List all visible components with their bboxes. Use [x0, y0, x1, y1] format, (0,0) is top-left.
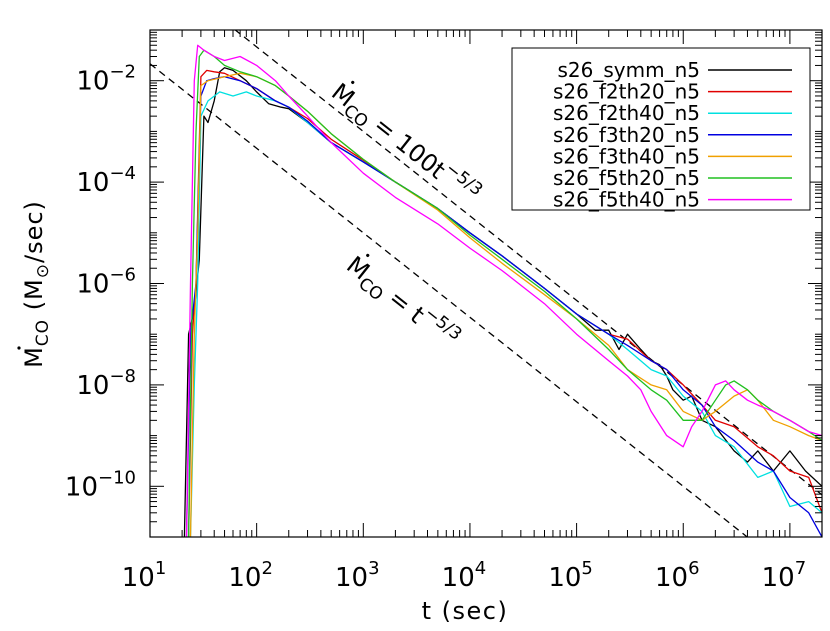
svg-text:MCO = 100t−5/3: MCO = 100t−5/3: [323, 74, 486, 214]
ref-100-label-dot: [351, 80, 355, 84]
x-tick-label: 107: [762, 558, 807, 593]
legend-label: s26_symm_n5: [558, 58, 701, 82]
svg-text:MCO (M⊙/sec): MCO (M⊙/sec): [20, 200, 53, 368]
x-tick-label: 105: [548, 558, 593, 593]
x-tick-label: 103: [335, 558, 380, 593]
legend-label: s26_f3th40_n5: [553, 144, 700, 168]
x-axis-label: t (sec): [422, 597, 509, 625]
legend-label: s26_f2th20_n5: [553, 80, 700, 104]
ref-1-line: [150, 63, 749, 537]
legend-label: s26_f3th20_n5: [553, 123, 700, 147]
y-axis-label-dot: [17, 346, 21, 350]
x-tick-label: 106: [655, 558, 700, 593]
ref-1-label: MCO = t−5/3: [338, 247, 465, 359]
x-tick-label: 104: [442, 558, 487, 593]
y-tick-label: 10−6: [76, 265, 136, 300]
x-tick-label: 102: [228, 558, 273, 593]
legend-label: s26_f2th40_n5: [553, 101, 700, 125]
y-tick-label: 10−4: [76, 163, 136, 198]
x-tick-label: 101: [122, 558, 167, 593]
legend-box: [511, 47, 811, 211]
series-line-s26_f5th20_n5: [187, 49, 822, 537]
legend-label: s26_f5th40_n5: [553, 188, 700, 212]
y-tick-label: 10−10: [65, 467, 136, 502]
y-tick-label: 10−2: [76, 62, 136, 97]
svg-text:MCO = t−5/3: MCO = t−5/3: [338, 247, 465, 359]
ref-1-label-dot: [366, 253, 370, 257]
ref-100-label: MCO = 100t−5/3: [323, 74, 486, 214]
y-tick-label: 10−8: [76, 366, 136, 401]
legend-label: s26_f5th20_n5: [553, 166, 700, 190]
series-line-s26_f5th40_n5: [185, 44, 822, 537]
ref-100-line: [234, 30, 822, 496]
y-axis-label: MCO (M⊙/sec): [17, 200, 53, 368]
series-line-s26_f3th40_n5: [189, 72, 822, 537]
